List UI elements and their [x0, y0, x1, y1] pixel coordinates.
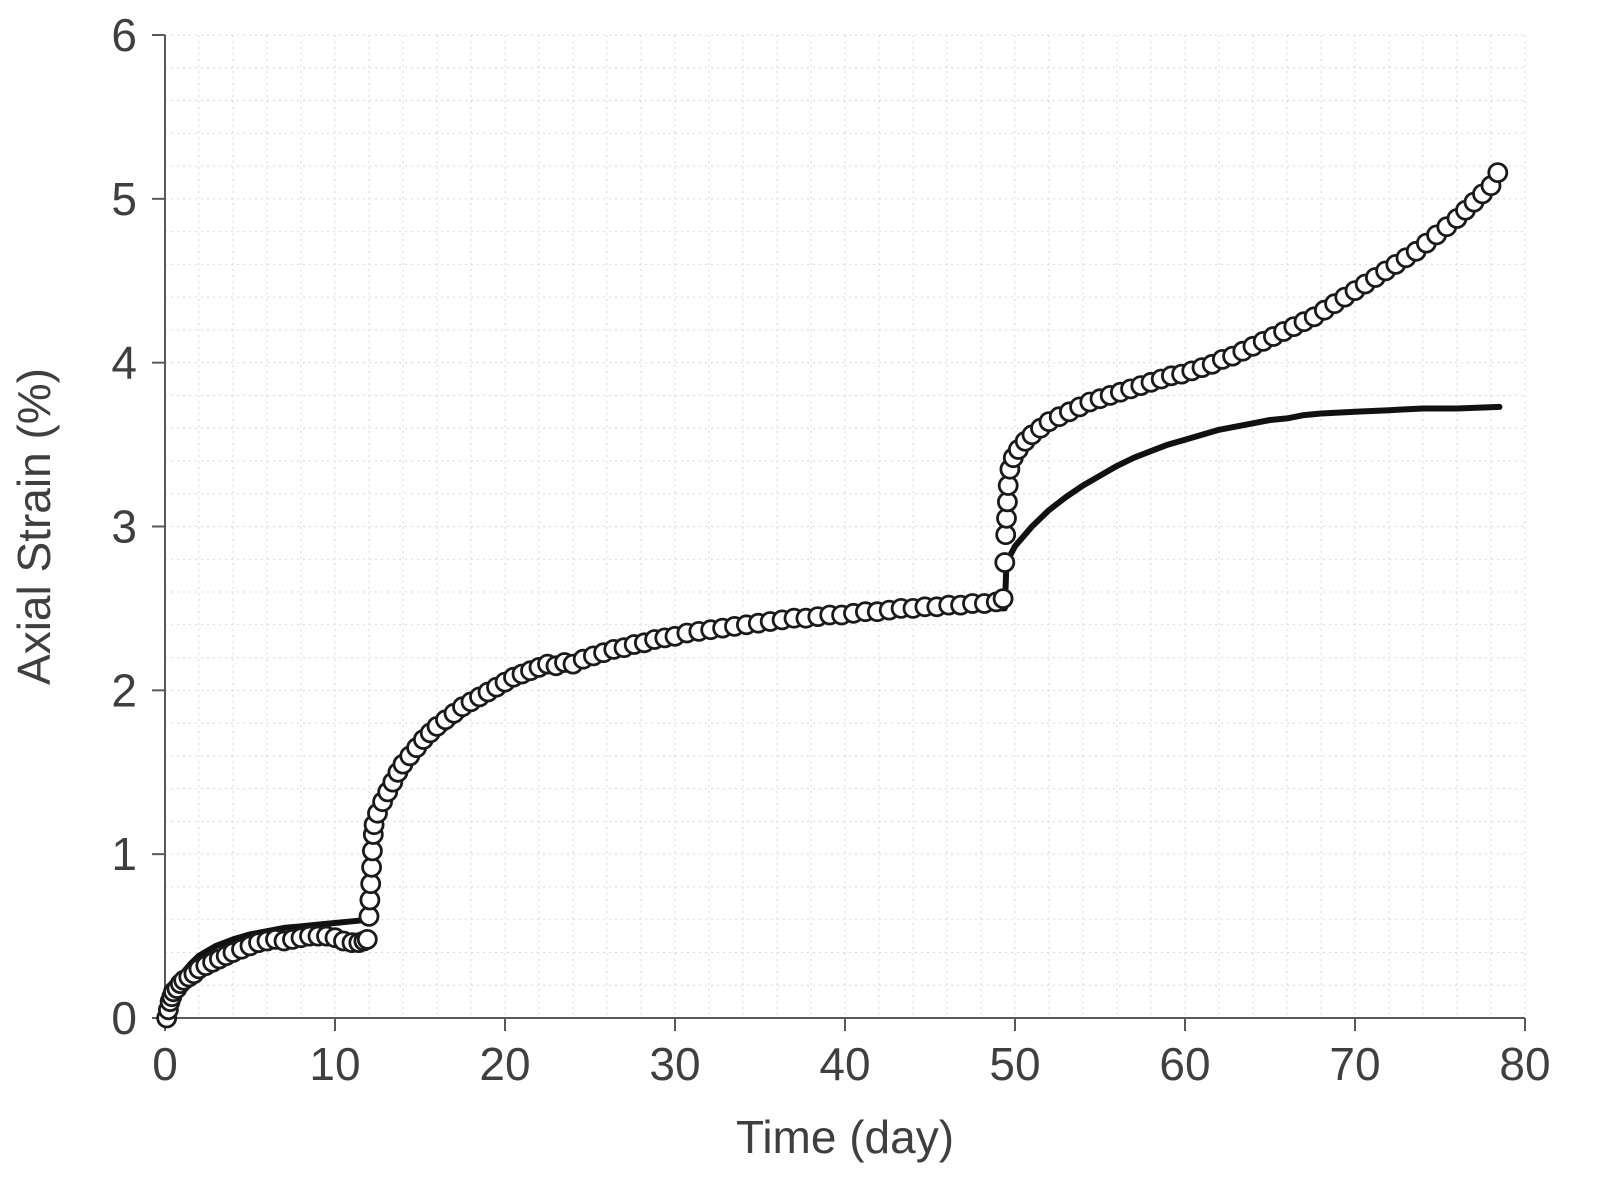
x-tick-label: 60: [1159, 1038, 1210, 1090]
y-tick-label: 4: [111, 337, 137, 389]
y-tick-label: 6: [111, 9, 137, 61]
measured-data-point: [994, 552, 1016, 573]
y-tick-label: 3: [111, 501, 137, 553]
x-axis-title: Time (day): [736, 1111, 954, 1163]
x-tick-label: 20: [479, 1038, 530, 1090]
x-tick-label: 30: [649, 1038, 700, 1090]
y-tick-label: 1: [111, 828, 137, 880]
measured-data-point: [1487, 162, 1509, 184]
measured-data-point: [356, 929, 378, 950]
y-tick-label: 0: [111, 992, 137, 1044]
x-tick-label: 80: [1499, 1038, 1550, 1090]
y-axis-title: Axial Strain (%): [8, 368, 60, 685]
x-tick-label: 50: [989, 1038, 1040, 1090]
y-tick-label: 2: [111, 664, 137, 716]
x-tick-label: 40: [819, 1038, 870, 1090]
x-tick-label: 70: [1329, 1038, 1380, 1090]
y-tick-label: 5: [111, 173, 137, 225]
x-tick-label: 0: [152, 1038, 178, 1090]
measured-data-point: [992, 588, 1014, 609]
x-tick-label: 10: [309, 1038, 360, 1090]
